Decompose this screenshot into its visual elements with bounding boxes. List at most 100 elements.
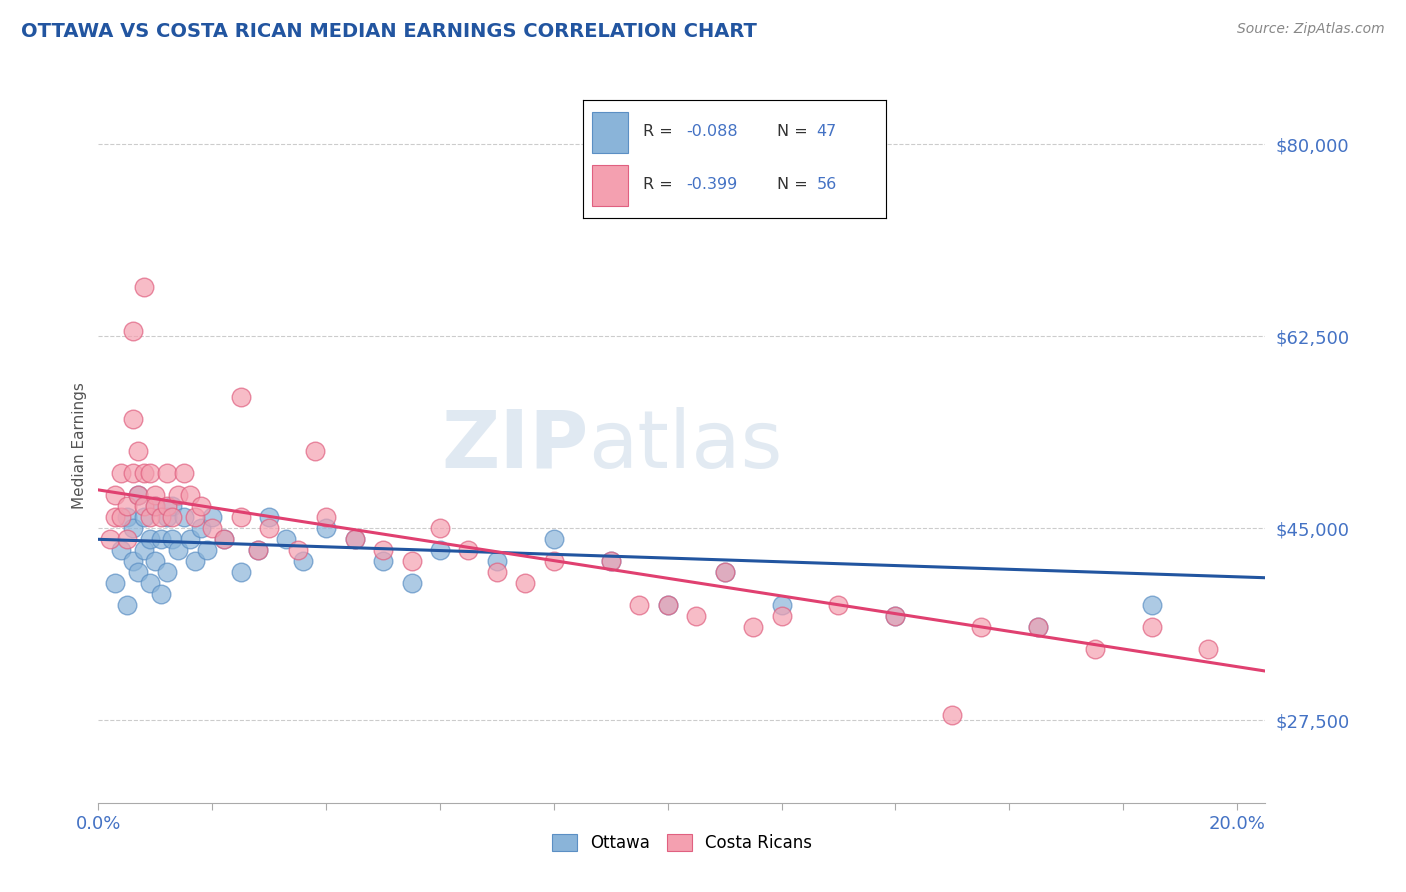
Point bbox=[167, 488, 190, 502]
Point bbox=[1026, 620, 1049, 634]
Text: Source: ZipAtlas.com: Source: ZipAtlas.com bbox=[1237, 22, 1385, 37]
Point bbox=[162, 510, 184, 524]
Point bbox=[770, 598, 793, 612]
Point bbox=[143, 500, 166, 514]
Point bbox=[1140, 598, 1163, 612]
Point bbox=[599, 554, 621, 568]
Point bbox=[429, 521, 451, 535]
Point bbox=[115, 598, 138, 612]
Point bbox=[132, 510, 155, 524]
Point bbox=[138, 576, 160, 591]
Point bbox=[138, 467, 160, 481]
Text: OTTAWA VS COSTA RICAN MEDIAN EARNINGS CORRELATION CHART: OTTAWA VS COSTA RICAN MEDIAN EARNINGS CO… bbox=[21, 22, 756, 41]
Point bbox=[156, 566, 179, 580]
Point bbox=[343, 533, 366, 547]
Point bbox=[229, 510, 252, 524]
Point bbox=[713, 566, 735, 580]
Point bbox=[115, 510, 138, 524]
Point bbox=[970, 620, 993, 634]
Point bbox=[884, 609, 907, 624]
Point bbox=[229, 390, 252, 404]
Point bbox=[827, 598, 849, 612]
Point bbox=[98, 533, 121, 547]
Point bbox=[246, 543, 269, 558]
Point bbox=[127, 444, 149, 458]
Point bbox=[121, 324, 143, 338]
Point bbox=[143, 500, 166, 514]
Point bbox=[229, 566, 252, 580]
Point bbox=[121, 521, 143, 535]
Point bbox=[304, 444, 326, 458]
Point bbox=[1026, 620, 1049, 634]
Point bbox=[143, 554, 166, 568]
Point bbox=[246, 543, 269, 558]
Point bbox=[457, 543, 479, 558]
Point bbox=[543, 533, 565, 547]
Point bbox=[121, 467, 143, 481]
Point bbox=[770, 609, 793, 624]
Point bbox=[121, 411, 143, 425]
Point bbox=[104, 510, 127, 524]
Point bbox=[190, 521, 212, 535]
Point bbox=[599, 554, 621, 568]
Text: ZIP: ZIP bbox=[441, 407, 589, 485]
Point bbox=[167, 543, 190, 558]
Point bbox=[132, 543, 155, 558]
Point bbox=[150, 533, 173, 547]
Point bbox=[884, 609, 907, 624]
Text: atlas: atlas bbox=[589, 407, 783, 485]
Point bbox=[1084, 642, 1107, 657]
Point bbox=[156, 500, 179, 514]
Point bbox=[315, 521, 337, 535]
Point bbox=[276, 533, 298, 547]
Point bbox=[401, 576, 423, 591]
Point bbox=[212, 533, 235, 547]
Point bbox=[179, 488, 201, 502]
Point bbox=[201, 510, 224, 524]
Point bbox=[104, 576, 127, 591]
Point bbox=[287, 543, 309, 558]
Point bbox=[132, 280, 155, 294]
Point bbox=[127, 488, 149, 502]
Point bbox=[179, 533, 201, 547]
Point bbox=[713, 566, 735, 580]
Point bbox=[115, 533, 138, 547]
Point bbox=[127, 566, 149, 580]
Point bbox=[292, 554, 315, 568]
Point bbox=[195, 543, 218, 558]
Point bbox=[941, 708, 963, 723]
Point bbox=[156, 510, 179, 524]
Point bbox=[110, 543, 132, 558]
Point bbox=[110, 467, 132, 481]
Point bbox=[190, 500, 212, 514]
Point bbox=[184, 510, 207, 524]
Y-axis label: Median Earnings: Median Earnings bbox=[72, 383, 87, 509]
Point bbox=[485, 566, 508, 580]
Point bbox=[1198, 642, 1220, 657]
Point bbox=[401, 554, 423, 568]
Point bbox=[201, 521, 224, 535]
Point bbox=[173, 467, 195, 481]
Point bbox=[132, 500, 155, 514]
Point bbox=[257, 510, 280, 524]
Point bbox=[104, 488, 127, 502]
Point bbox=[515, 576, 537, 591]
Legend: Ottawa, Costa Ricans: Ottawa, Costa Ricans bbox=[546, 827, 818, 859]
Point bbox=[657, 598, 679, 612]
Point bbox=[657, 598, 679, 612]
Point bbox=[315, 510, 337, 524]
Point bbox=[150, 510, 173, 524]
Point bbox=[543, 554, 565, 568]
Point bbox=[685, 609, 707, 624]
Point bbox=[371, 554, 394, 568]
Point bbox=[257, 521, 280, 535]
Point bbox=[121, 554, 143, 568]
Point bbox=[429, 543, 451, 558]
Point bbox=[110, 510, 132, 524]
Point bbox=[371, 543, 394, 558]
Point bbox=[132, 467, 155, 481]
Point bbox=[628, 598, 651, 612]
Point bbox=[138, 510, 160, 524]
Point bbox=[162, 500, 184, 514]
Point bbox=[1140, 620, 1163, 634]
